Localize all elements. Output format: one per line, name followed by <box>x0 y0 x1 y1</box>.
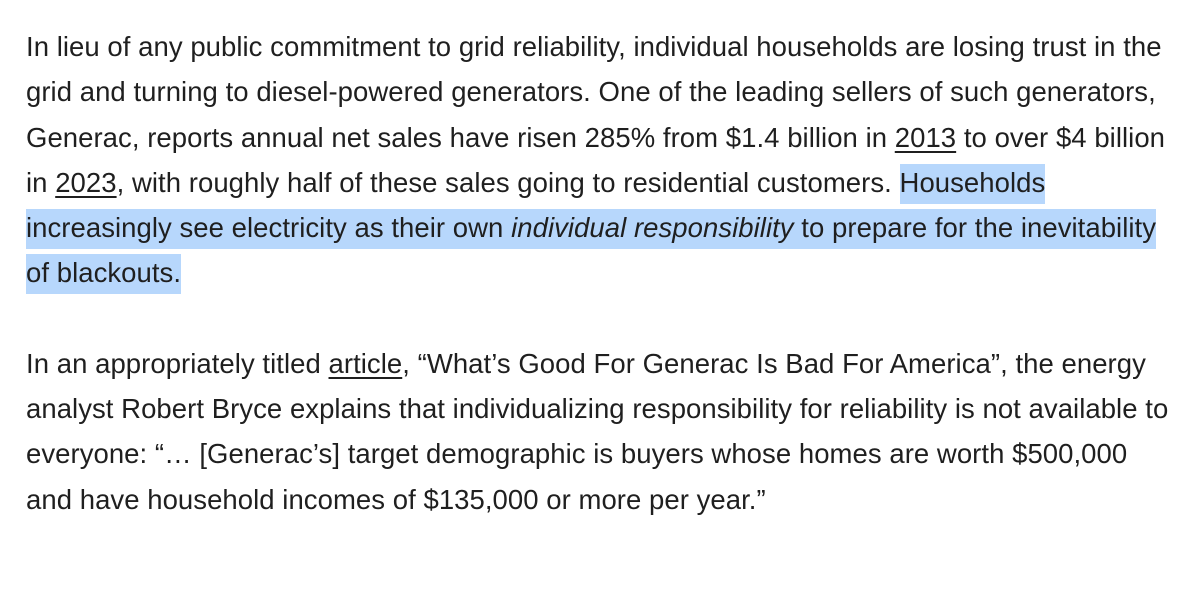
highlighted-text: to prepare for the inevitability of blac… <box>26 212 1157 289</box>
link-2023[interactable]: 2023 <box>55 166 117 198</box>
highlighted-text: Households increasingly see electricity … <box>26 166 1046 244</box>
paragraph-text: to over $4 billion in <box>26 121 1166 198</box>
link-article[interactable]: article <box>328 347 403 379</box>
paragraph-generac-sales: In lieu of any public commitment to grid… <box>26 24 1176 296</box>
article-body: In lieu of any public commitment to grid… <box>26 24 1176 522</box>
paragraph-text: In lieu of any public commitment to grid… <box>26 31 1162 153</box>
paragraph-bryce-article: In an appropriately titled article, “Wha… <box>26 341 1176 522</box>
paragraph-text: , with roughly half of these sales going… <box>116 166 900 198</box>
highlighted-emphasis: individual responsibility <box>511 212 794 244</box>
paragraph-text: , “What’s Good For Generac Is Bad For Am… <box>26 347 1169 515</box>
paragraph-text: In an appropriately titled <box>26 347 329 379</box>
link-2013[interactable]: 2013 <box>894 121 957 153</box>
